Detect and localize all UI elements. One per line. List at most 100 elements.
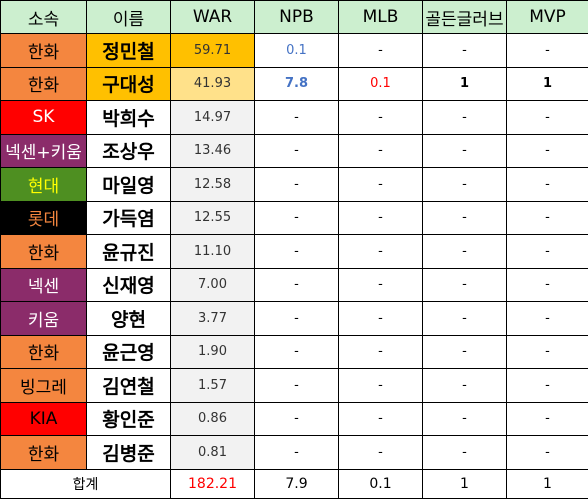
mvp-cell: - xyxy=(507,34,588,68)
team-cell: 키움 xyxy=(1,302,87,336)
war-cell: 1.90 xyxy=(171,335,255,369)
team-cell: 빙그레 xyxy=(1,369,87,403)
mlb-cell: - xyxy=(339,101,423,135)
mlb-cell: - xyxy=(339,369,423,403)
war-cell: 59.71 xyxy=(171,34,255,68)
mlb-cell: - xyxy=(339,335,423,369)
total-war: 182.21 xyxy=(171,469,255,498)
team-cell: 현대 xyxy=(1,168,87,202)
team-cell: 한화 xyxy=(1,67,87,101)
golden-glove-cell: - xyxy=(423,34,507,68)
golden-glove-cell: - xyxy=(423,101,507,135)
player-name-cell: 김병준 xyxy=(87,436,171,470)
npb-cell: - xyxy=(255,168,339,202)
war-cell: 3.77 xyxy=(171,302,255,336)
player-name-cell: 조상우 xyxy=(87,134,171,168)
mlb-cell: - xyxy=(339,402,423,436)
team-cell: 넥센+키움 xyxy=(1,134,87,168)
mvp-cell: - xyxy=(507,134,588,168)
header-golden-glove: 골든글러브 xyxy=(423,1,507,34)
header-npb: NPB xyxy=(255,1,339,34)
npb-cell: - xyxy=(255,201,339,235)
war-cell: 11.10 xyxy=(171,235,255,269)
mvp-cell: - xyxy=(507,268,588,302)
player-name-cell: 정민철 xyxy=(87,34,171,68)
war-cell: 0.81 xyxy=(171,436,255,470)
mvp-cell: - xyxy=(507,335,588,369)
player-name-cell: 마일영 xyxy=(87,168,171,202)
golden-glove-cell: - xyxy=(423,335,507,369)
golden-glove-cell: - xyxy=(423,235,507,269)
npb-cell: - xyxy=(255,134,339,168)
team-cell: 넥센 xyxy=(1,268,87,302)
npb-cell: - xyxy=(255,302,339,336)
player-name-cell: 김연철 xyxy=(87,369,171,403)
player-name-cell: 윤근영 xyxy=(87,335,171,369)
player-name-cell: 양현 xyxy=(87,302,171,336)
player-name-cell: 구대성 xyxy=(87,67,171,101)
npb-cell: - xyxy=(255,369,339,403)
golden-glove-cell: - xyxy=(423,436,507,470)
war-cell: 12.58 xyxy=(171,168,255,202)
npb-cell: - xyxy=(255,436,339,470)
mlb-cell: 0.1 xyxy=(339,67,423,101)
mvp-cell: - xyxy=(507,168,588,202)
player-name-cell: 윤규진 xyxy=(87,235,171,269)
header-mvp: MVP xyxy=(507,1,588,34)
mvp-cell: - xyxy=(507,436,588,470)
header-name: 이름 xyxy=(87,1,171,34)
mvp-cell: - xyxy=(507,302,588,336)
golden-glove-cell: - xyxy=(423,402,507,436)
war-cell: 14.97 xyxy=(171,101,255,135)
war-cell: 12.55 xyxy=(171,201,255,235)
player-name-cell: 신재영 xyxy=(87,268,171,302)
npb-cell: - xyxy=(255,402,339,436)
npb-cell: - xyxy=(255,335,339,369)
npb-cell: - xyxy=(255,268,339,302)
mlb-cell: - xyxy=(339,302,423,336)
mlb-cell: - xyxy=(339,201,423,235)
war-cell: 41.93 xyxy=(171,67,255,101)
war-cell: 7.00 xyxy=(171,268,255,302)
team-cell: 한화 xyxy=(1,335,87,369)
npb-cell: - xyxy=(255,235,339,269)
team-cell: KIA xyxy=(1,402,87,436)
golden-glove-cell: - xyxy=(423,369,507,403)
npb-cell: - xyxy=(255,101,339,135)
total-label: 합계 xyxy=(1,469,171,498)
team-cell: 한화 xyxy=(1,436,87,470)
golden-glove-cell: 1 xyxy=(423,67,507,101)
war-cell: 0.86 xyxy=(171,402,255,436)
mlb-cell: - xyxy=(339,34,423,68)
mlb-cell: - xyxy=(339,235,423,269)
mvp-cell: - xyxy=(507,402,588,436)
header-team: 소속 xyxy=(1,1,87,34)
war-cell: 13.46 xyxy=(171,134,255,168)
team-cell: 한화 xyxy=(1,34,87,68)
mvp-cell: - xyxy=(507,235,588,269)
mlb-cell: - xyxy=(339,268,423,302)
mvp-cell: 1 xyxy=(507,67,588,101)
header-row: 소속 이름 WAR NPB MLB 골든글러브 MVP xyxy=(1,1,588,34)
player-name-cell: 가득염 xyxy=(87,201,171,235)
golden-glove-cell: - xyxy=(423,302,507,336)
team-cell: SK xyxy=(1,101,87,135)
total-golden-glove: 1 xyxy=(423,469,507,498)
header-war: WAR xyxy=(171,1,255,34)
golden-glove-cell: - xyxy=(423,134,507,168)
player-name-cell: 박희수 xyxy=(87,101,171,135)
mvp-cell: - xyxy=(507,201,588,235)
mlb-cell: - xyxy=(339,134,423,168)
